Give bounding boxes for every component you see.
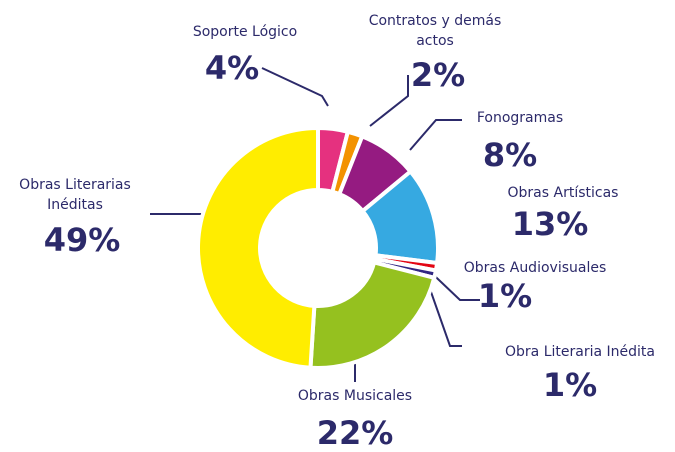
value-label: 4% — [204, 49, 260, 87]
slice-label: Obras Musicales — [297, 388, 413, 404]
value-label: 49% — [43, 221, 121, 259]
value-label: 1% — [542, 366, 598, 404]
slice-label: Soporte Lógico — [192, 24, 298, 40]
slice — [196, 125, 320, 370]
slice-label: Fonogramas — [476, 110, 564, 126]
leader-line — [409, 119, 462, 151]
value-label: 22% — [316, 414, 394, 452]
value-label: 13% — [511, 205, 589, 243]
leader-line — [261, 67, 329, 107]
leader-line — [369, 75, 409, 127]
value-label: 2% — [410, 56, 466, 94]
slice-label: Obras Artísticas — [507, 185, 619, 201]
slice-label: Contratos y demás actos — [368, 13, 502, 49]
value-label: 1% — [477, 277, 533, 315]
slice-label: Obras Audiovisuales — [463, 260, 607, 276]
slice — [308, 259, 437, 370]
value-label: 8% — [482, 136, 538, 174]
slice-label: Obra Literaria Inédita — [505, 344, 655, 360]
slice-label: Obras Literarias Inéditas — [19, 177, 131, 213]
leader-line — [423, 271, 462, 347]
